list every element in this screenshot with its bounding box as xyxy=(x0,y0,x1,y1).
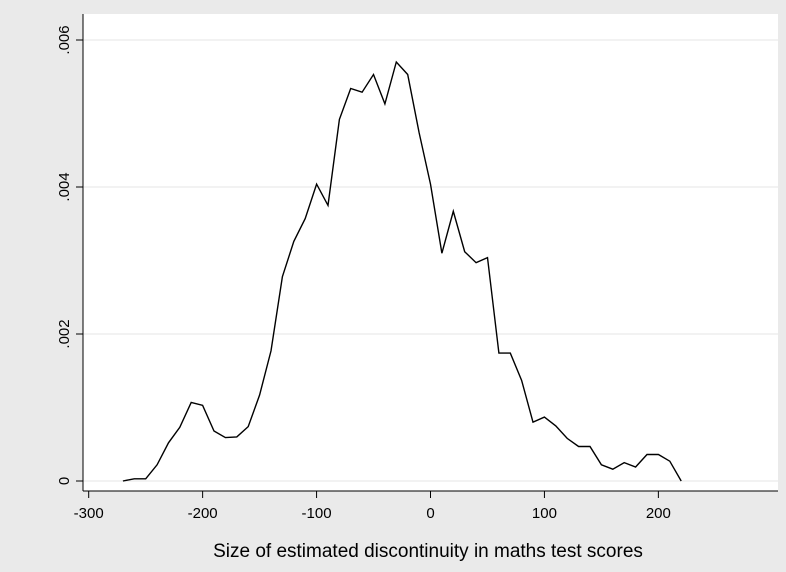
y-axis-ticks: 0 .002 .004 .006 xyxy=(56,25,83,485)
x-axis-title: Size of estimated discontinuity in maths… xyxy=(213,541,643,562)
x-tick-label: -300 xyxy=(74,505,104,522)
x-tick-label: 0 xyxy=(426,505,434,522)
x-axis-ticks: -300 -200 -100 0 100 200 xyxy=(74,491,671,522)
y-tick-label: .002 xyxy=(56,319,73,348)
plot-area xyxy=(83,14,778,491)
x-tick-label: 100 xyxy=(532,505,557,522)
x-tick-label: 200 xyxy=(646,505,671,522)
y-tick-label: .004 xyxy=(56,172,73,201)
x-tick-label: -100 xyxy=(302,505,332,522)
y-tick-label: 0 xyxy=(56,477,73,485)
density-line xyxy=(122,60,682,482)
x-tick-label: -200 xyxy=(188,505,218,522)
y-tick-label: .006 xyxy=(56,25,73,54)
